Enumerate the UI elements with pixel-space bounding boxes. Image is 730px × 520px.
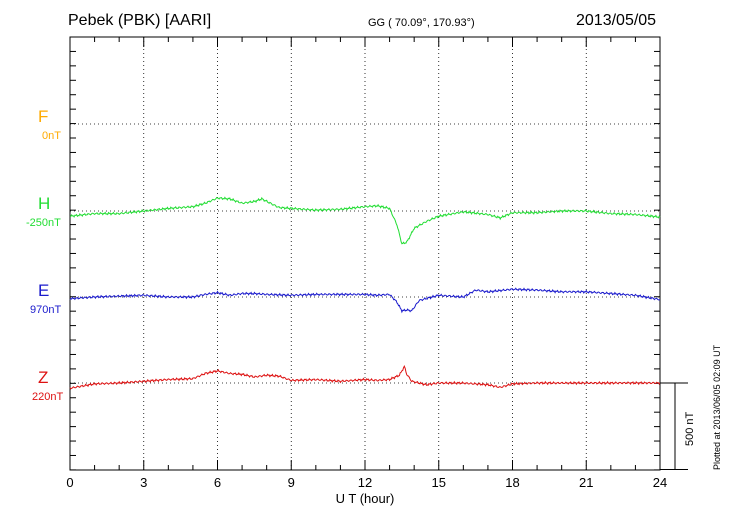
series-line-z xyxy=(69,364,661,390)
series-line-h xyxy=(69,196,661,245)
channel-e-name: E xyxy=(38,281,50,300)
x-tick-label: 6 xyxy=(214,475,221,490)
channel-f-baseline: 0nT xyxy=(42,130,61,142)
channel-e-baseline: 970nT xyxy=(30,304,62,316)
scale-bar-label: 500 nT xyxy=(684,411,696,446)
x-tick-label: 3 xyxy=(140,475,147,490)
channel-h-name: H xyxy=(38,194,51,213)
x-tick-label: 0 xyxy=(66,475,73,490)
axis-ticks: 0 3 6 9 12 15 18 21 24 xyxy=(66,36,667,490)
x-tick-label: 12 xyxy=(358,475,372,490)
series-lines xyxy=(69,196,661,390)
coordinates-label: GG ( 70.09°, 170.93°) xyxy=(368,17,475,29)
channel-h-baseline: -250nT xyxy=(26,217,61,229)
x-tick-label: 24 xyxy=(653,475,667,490)
x-tick-label: 15 xyxy=(432,475,446,490)
date-label: 2013/05/05 xyxy=(576,12,657,29)
channel-z-baseline: 220nT xyxy=(32,391,64,403)
x-axis-label: U T (hour) xyxy=(336,491,395,506)
series-line-e xyxy=(69,287,661,314)
station-title: Pebek (PBK) [AARI] xyxy=(68,12,212,29)
channel-z-name: Z xyxy=(38,368,49,387)
grid-lines xyxy=(70,37,660,470)
x-tick-label: 21 xyxy=(579,475,593,490)
scale-bar xyxy=(660,382,688,470)
x-tick-label: 9 xyxy=(288,475,295,490)
x-tick-label: 18 xyxy=(505,475,519,490)
plotted-timestamp: Plotted at 2013/06/05 02:09 UT xyxy=(712,344,722,470)
channel-f-name: F xyxy=(38,107,49,126)
